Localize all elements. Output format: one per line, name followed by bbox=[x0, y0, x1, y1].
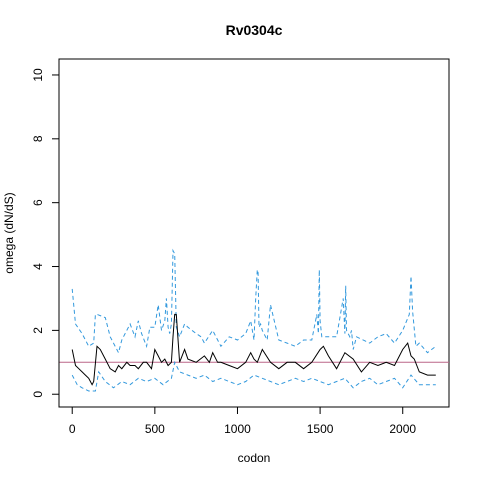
x-tick-label: 0 bbox=[69, 422, 76, 436]
x-tick-label: 2000 bbox=[389, 422, 416, 436]
y-tick-label: 8 bbox=[31, 135, 45, 142]
x-tick-label: 1500 bbox=[307, 422, 334, 436]
series-line-estimate bbox=[71, 313, 436, 386]
x-axis-label: codon bbox=[238, 451, 271, 465]
y-tick-label: 4 bbox=[31, 263, 45, 270]
x-tick-label: 1000 bbox=[224, 422, 251, 436]
y-tick-label: 10 bbox=[31, 68, 45, 82]
series-line-upper bbox=[71, 248, 437, 355]
y-tick-label: 0 bbox=[31, 391, 45, 398]
x-tick-label: 500 bbox=[145, 422, 165, 436]
y-axis: 0 2 4 6 8 10 bbox=[31, 68, 60, 398]
series-line-lower bbox=[71, 360, 436, 392]
chart-title: Rv0304c bbox=[226, 22, 283, 38]
plot-frame bbox=[58, 58, 450, 408]
x-axis: 0 500 1000 1500 2000 bbox=[69, 406, 416, 436]
y-tick-label: 6 bbox=[31, 199, 45, 206]
y-axis-label: omega (dN/dS) bbox=[2, 192, 16, 273]
series-layer bbox=[59, 248, 449, 392]
y-tick-label: 2 bbox=[31, 327, 45, 334]
